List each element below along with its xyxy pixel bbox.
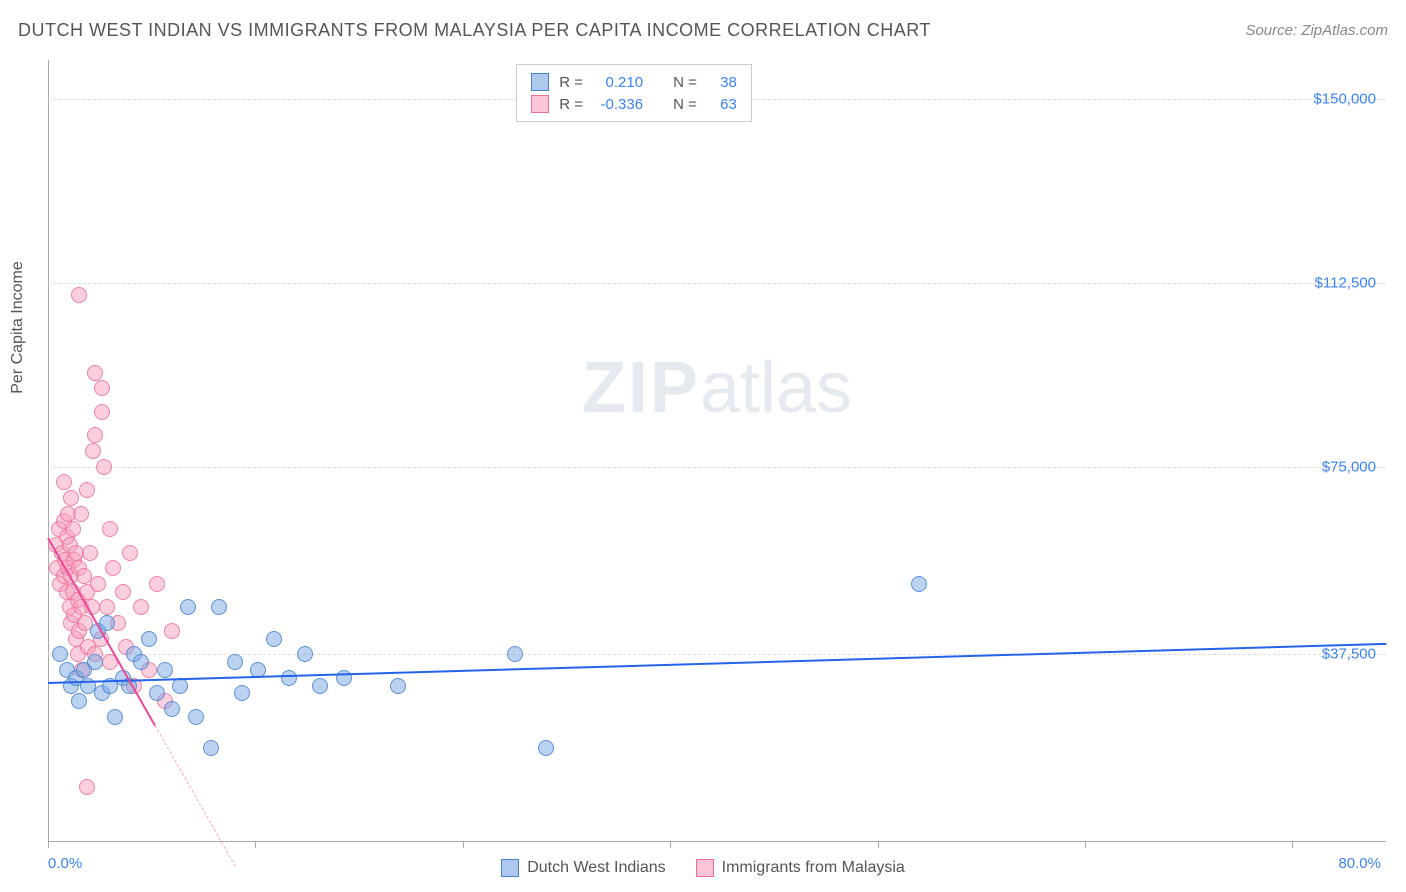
trend-line-pink-ext: [155, 725, 236, 866]
data-point-pink: [115, 584, 131, 600]
data-point-pink: [105, 560, 121, 576]
n-label-2: N =: [673, 96, 697, 113]
data-point-blue: [234, 685, 250, 701]
data-point-blue: [281, 670, 297, 686]
data-point-blue: [227, 654, 243, 670]
grid-line: [48, 654, 1386, 655]
swatch-blue-icon: [531, 73, 549, 91]
stats-row-blue: R = 0.210 N = 38: [531, 71, 737, 93]
n-value-blue: 38: [707, 74, 737, 91]
r-label-2: R =: [559, 96, 583, 113]
data-point-pink: [164, 623, 180, 639]
trend-line-blue: [48, 643, 1386, 684]
stats-legend-box: R = 0.210 N = 38 R = -0.336 N = 63: [516, 64, 752, 122]
legend-swatch-blue-icon: [501, 859, 519, 877]
data-point-pink: [82, 545, 98, 561]
data-point-pink: [96, 459, 112, 475]
data-point-blue: [266, 631, 282, 647]
data-point-pink: [133, 599, 149, 615]
data-point-pink: [85, 443, 101, 459]
data-point-pink: [65, 521, 81, 537]
data-point-pink: [79, 482, 95, 498]
x-tick: [878, 842, 879, 848]
chart-source: Source: ZipAtlas.com: [1245, 22, 1388, 39]
data-point-pink: [79, 779, 95, 795]
y-tick-label: $37,500: [1322, 646, 1376, 663]
data-point-blue: [180, 599, 196, 615]
x-tick: [255, 842, 256, 848]
r-value-blue: 0.210: [593, 74, 643, 91]
y-tick-label: $112,500: [1315, 274, 1376, 291]
legend-item-pink: Immigrants from Malaysia: [696, 859, 905, 877]
data-point-blue: [141, 631, 157, 647]
data-point-pink: [94, 380, 110, 396]
watermark-zip: ZIP: [582, 348, 700, 428]
grid-line: [48, 283, 1386, 284]
data-point-blue: [297, 646, 313, 662]
data-point-blue: [188, 709, 204, 725]
data-point-blue: [312, 678, 328, 694]
y-tick-label: $150,000: [1313, 91, 1376, 108]
chart-title: DUTCH WEST INDIAN VS IMMIGRANTS FROM MAL…: [18, 20, 931, 41]
r-label: R =: [559, 74, 583, 91]
n-value-pink: 63: [707, 96, 737, 113]
data-point-blue: [203, 740, 219, 756]
data-point-blue: [507, 646, 523, 662]
data-point-pink: [56, 474, 72, 490]
legend-item-blue: Dutch West Indians: [501, 859, 665, 877]
data-point-blue: [211, 599, 227, 615]
data-point-blue: [164, 701, 180, 717]
data-point-blue: [149, 685, 165, 701]
data-point-blue: [390, 678, 406, 694]
data-point-blue: [538, 740, 554, 756]
x-tick: [463, 842, 464, 848]
x-tick: [670, 842, 671, 848]
swatch-pink-icon: [531, 95, 549, 113]
data-point-pink: [149, 576, 165, 592]
y-axis-line: [48, 60, 49, 842]
r-value-pink: -0.336: [593, 96, 643, 113]
plot-region: ZIPatlas $150,000 $112,500 $75,000 $37,500: [48, 60, 1386, 842]
x-tick: [1085, 842, 1086, 848]
data-point-pink: [73, 506, 89, 522]
data-point-pink: [94, 404, 110, 420]
data-point-pink: [90, 576, 106, 592]
x-tick: [48, 842, 49, 848]
data-point-blue: [52, 646, 68, 662]
data-point-blue: [99, 615, 115, 631]
data-point-pink: [87, 365, 103, 381]
data-point-pink: [122, 545, 138, 561]
data-point-pink: [71, 287, 87, 303]
data-point-blue: [336, 670, 352, 686]
data-point-pink: [99, 599, 115, 615]
grid-line: [48, 467, 1386, 468]
y-tick-label: $75,000: [1322, 458, 1376, 475]
legend-label-pink: Immigrants from Malaysia: [722, 859, 905, 877]
y-axis-label: Per Capita Income: [9, 261, 27, 394]
x-tick: [1292, 842, 1293, 848]
data-point-blue: [107, 709, 123, 725]
bottom-legend: Dutch West Indians Immigrants from Malay…: [0, 859, 1406, 877]
data-point-pink: [102, 521, 118, 537]
watermark-atlas: atlas: [700, 348, 852, 428]
data-point-blue: [157, 662, 173, 678]
chart-header: DUTCH WEST INDIAN VS IMMIGRANTS FROM MAL…: [18, 20, 1388, 41]
data-point-blue: [71, 693, 87, 709]
data-point-blue: [87, 654, 103, 670]
chart-area: Per Capita Income ZIPatlas $150,000$112,…: [48, 60, 1386, 842]
watermark: ZIPatlas: [582, 347, 852, 429]
data-point-pink: [63, 490, 79, 506]
data-point-pink: [87, 427, 103, 443]
data-point-blue: [911, 576, 927, 592]
legend-label-blue: Dutch West Indians: [527, 859, 665, 877]
n-label: N =: [673, 74, 697, 91]
x-axis-line: [48, 841, 1386, 842]
data-point-blue: [133, 654, 149, 670]
legend-swatch-pink-icon: [696, 859, 714, 877]
stats-row-pink: R = -0.336 N = 63: [531, 93, 737, 115]
